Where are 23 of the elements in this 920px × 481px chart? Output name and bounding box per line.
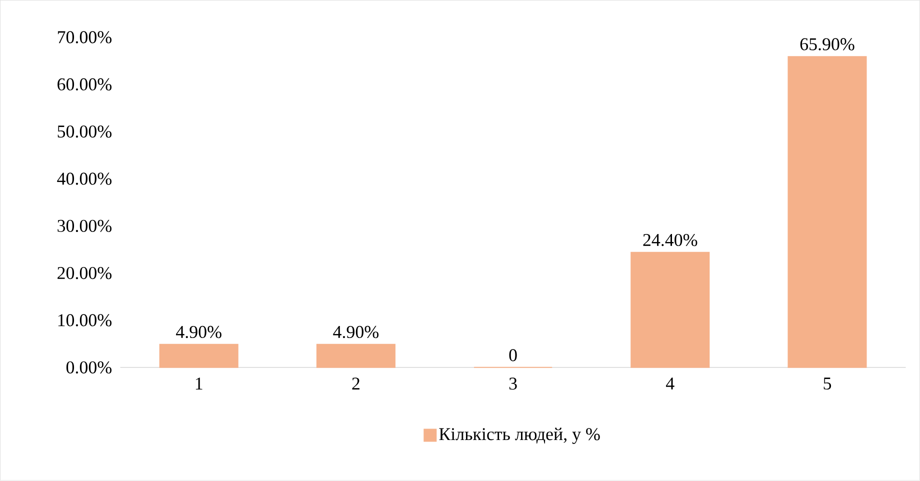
x-tick-label: 5: [824, 378, 832, 390]
data-label: 4.90%: [333, 326, 378, 338]
y-tick-label: 50.00%: [58, 126, 112, 138]
y-tick-label: 20.00%: [58, 267, 112, 280]
bar: [788, 56, 867, 368]
data-label: 65.90%: [800, 38, 854, 50]
y-tick-label: 30.00%: [58, 220, 112, 232]
x-tick-label: 4: [666, 378, 674, 390]
x-tick-label: 1: [196, 378, 202, 390]
y-tick-label: 40.00%: [57, 172, 112, 185]
bar: [630, 252, 710, 368]
bar: [316, 344, 396, 368]
y-tick-label: 0.00%: [66, 361, 112, 374]
y-tick-label: 70.00%: [58, 31, 112, 44]
legend-label: Кількість людей, у %: [439, 428, 600, 444]
y-tick-label: 10.00%: [58, 314, 112, 326]
data-label: 4.90%: [176, 326, 222, 338]
data-label: 0: [509, 349, 517, 362]
x-tick-label: 3: [509, 378, 517, 390]
y-tick-label: 60.00%: [58, 78, 112, 91]
x-tick-label: 2: [352, 378, 360, 390]
data-label: 24.40%: [643, 234, 698, 246]
bar: [159, 344, 238, 368]
